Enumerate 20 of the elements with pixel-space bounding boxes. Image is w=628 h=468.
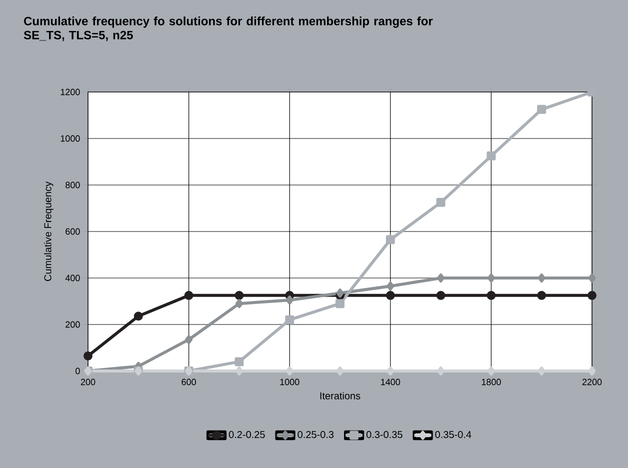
x-tick-label: 2200 bbox=[582, 378, 602, 386]
legend-label: 0.2-0.25 bbox=[228, 431, 265, 438]
legend-label: 0.25-0.3 bbox=[298, 431, 334, 438]
x-axis-title: Iterations bbox=[320, 392, 360, 400]
y-tick-label: 200 bbox=[66, 321, 80, 328]
y-tick-label: 600 bbox=[66, 228, 80, 235]
y-tick-label: 1200 bbox=[60, 88, 80, 96]
y-tick-label: 800 bbox=[66, 182, 80, 188]
legend-label: 0.35-0.4 bbox=[435, 431, 472, 438]
x-tick-label: 1000 bbox=[280, 378, 300, 386]
y-tick-label: 0 bbox=[76, 368, 80, 374]
x-tick-label: 1800 bbox=[482, 378, 501, 386]
y-tick-label: 1000 bbox=[60, 135, 80, 142]
legend-label: 0.3-0.35 bbox=[366, 431, 402, 438]
x-tick-label: 200 bbox=[80, 378, 96, 386]
y-axis-title: Cumulative Frequency bbox=[44, 182, 54, 282]
x-tick-label: 1400 bbox=[381, 378, 400, 386]
x-tick-label: 600 bbox=[182, 378, 196, 386]
y-tick-label: 400 bbox=[65, 274, 80, 282]
chart-title: Cumulative frequency fo solutions for different membership ranges for SE_TS, TLS=5, n25 bbox=[24, 16, 433, 42]
